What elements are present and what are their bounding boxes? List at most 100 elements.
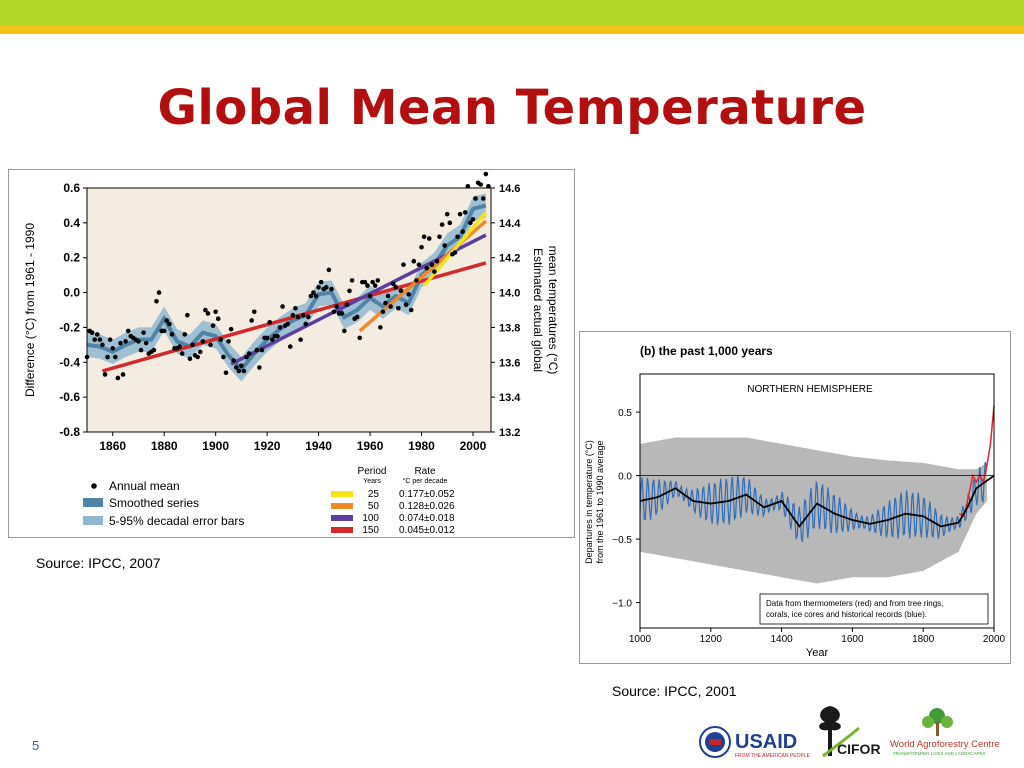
legend-trend-rate-150: 0.045±0.012	[399, 525, 455, 536]
right-y-axis-label: Estimated actual global mean temperatures…	[531, 246, 560, 375]
right-y-tick-label: 13.2	[499, 427, 520, 439]
annual-mean-point	[141, 330, 146, 335]
annual-mean-point	[419, 244, 424, 250]
annual-mean-point	[470, 217, 476, 222]
x-tick-label: 1800	[912, 634, 935, 645]
annual-mean-point	[190, 342, 195, 348]
annual-mean-point	[444, 211, 450, 217]
annual-mean-point	[213, 309, 218, 315]
annual-mean-point	[161, 328, 167, 334]
annual-mean-point	[393, 285, 399, 290]
annual-mean-point	[316, 285, 321, 290]
usaid-wordmark: USAID	[735, 731, 797, 753]
right-y-axis-label-line2: mean temperatures (°C)	[546, 246, 560, 375]
annual-mean-point	[483, 171, 489, 177]
annual-mean-point	[434, 258, 440, 264]
right-y-tick-label: 14.6	[499, 183, 520, 195]
annual-mean-point	[452, 250, 458, 255]
annual-mean-point	[383, 300, 388, 306]
legend-trend-period-25: 25	[368, 489, 380, 500]
annual-mean-point	[370, 279, 375, 285]
legend-rate-header: Rate	[414, 466, 436, 477]
cifor-logo: CIFOR	[819, 706, 881, 758]
x-tick-label: 1600	[841, 634, 864, 645]
annual-mean-point	[305, 314, 311, 320]
annual-mean-point	[177, 344, 182, 349]
right-y-tick-label: 14.2	[499, 253, 520, 265]
annual-mean-point	[280, 304, 285, 309]
y-axis-label-line1: Departures in temperature (°C)	[584, 440, 594, 564]
annual-mean-point	[246, 351, 252, 356]
annual-mean-point	[94, 332, 100, 337]
annual-mean-point	[254, 347, 260, 353]
proxy-record-line	[639, 461, 987, 543]
annual-mean-point	[100, 342, 105, 348]
annual-mean-point	[197, 349, 203, 355]
annual-mean-point	[267, 319, 273, 325]
annual-mean-point	[324, 285, 329, 290]
plot-background	[87, 188, 491, 432]
annual-mean-point	[480, 196, 486, 201]
annual-mean-point	[447, 220, 453, 226]
annual-mean-point	[169, 332, 175, 337]
annual-mean-point	[167, 321, 172, 327]
right-y-tick-label: 13.8	[499, 322, 520, 334]
y-tick-label: -0.2	[59, 320, 80, 334]
icraf-wordmark: World Agroforestry Centre	[890, 739, 1000, 750]
right-y-tick-label: 13.4	[499, 392, 521, 404]
annual-mean-point	[138, 347, 144, 353]
annual-mean-point	[468, 220, 473, 226]
annual-mean-point	[442, 243, 447, 248]
annual-mean-point	[439, 222, 445, 227]
annual-mean-point	[156, 290, 162, 295]
x-tick-label: 1860	[99, 439, 126, 453]
annual-mean-point	[215, 316, 221, 322]
annual-mean-point	[251, 309, 257, 315]
x-tick-label: 1920	[254, 439, 281, 453]
uncertainty-band	[640, 437, 987, 584]
chart-subtitle: NORTHERN HEMISPHERE	[747, 384, 873, 395]
annual-mean-point	[287, 344, 293, 349]
annual-mean-point	[308, 293, 314, 299]
annual-mean-point	[339, 311, 345, 316]
annual-mean-point	[424, 265, 429, 271]
y-tick-label: −1.0	[612, 599, 632, 610]
annual-mean-point	[313, 293, 319, 299]
annual-mean-point	[347, 288, 352, 294]
plot-border	[86, 187, 492, 433]
annual-mean-point	[244, 354, 249, 360]
annual-mean-point	[342, 328, 347, 334]
y-tick-label: -0.4	[59, 355, 80, 369]
annual-mean-point	[195, 354, 200, 360]
annual-mean-point	[110, 346, 116, 351]
annual-mean-point	[406, 292, 411, 297]
annual-mean-point	[218, 337, 224, 342]
annual-mean-point	[277, 325, 283, 330]
annual-mean-point	[411, 258, 417, 264]
source-ipcc-2001: Source: IPCC, 2001	[612, 683, 737, 699]
annual-mean-point	[293, 305, 298, 311]
note-line2: corals, ice cores and historical records…	[766, 610, 927, 619]
past-1000-years-chart: (b) the past 1,000 years 0.5 0.0 −0.5 −1.0 1…	[584, 344, 1006, 659]
annual-mean-point	[455, 234, 460, 240]
right-y-axis-label-line1: Estimated actual global	[531, 248, 545, 372]
annual-mean-point	[457, 211, 463, 217]
annual-mean-point	[187, 356, 193, 362]
legend-annual-mean-marker	[91, 483, 97, 489]
annual-mean-point	[437, 234, 442, 240]
annual-mean-point	[226, 339, 231, 344]
global-temperature-chart-frame: 0.6 0.4 0.2 0.0 -0.2 -0.4 -0.6 -0.8 14.6 14.4 14.2…	[8, 169, 575, 538]
y-tick-label: -0.8	[59, 425, 80, 439]
annual-mean-point	[120, 372, 126, 377]
legend-period-header: Period	[358, 466, 387, 477]
annual-mean-point	[203, 307, 208, 313]
annual-mean-point	[115, 375, 121, 381]
annual-mean-point	[257, 365, 262, 370]
annual-mean-point	[426, 236, 432, 241]
icraf-logo: World Agroforestry Centre TRANSFORMING L…	[890, 708, 1000, 756]
top-green-band	[0, 0, 1024, 26]
annual-mean-point	[231, 358, 236, 363]
x-axis-label: Year	[806, 647, 829, 659]
annual-mean-point	[334, 304, 339, 309]
annual-mean-point	[154, 298, 159, 304]
